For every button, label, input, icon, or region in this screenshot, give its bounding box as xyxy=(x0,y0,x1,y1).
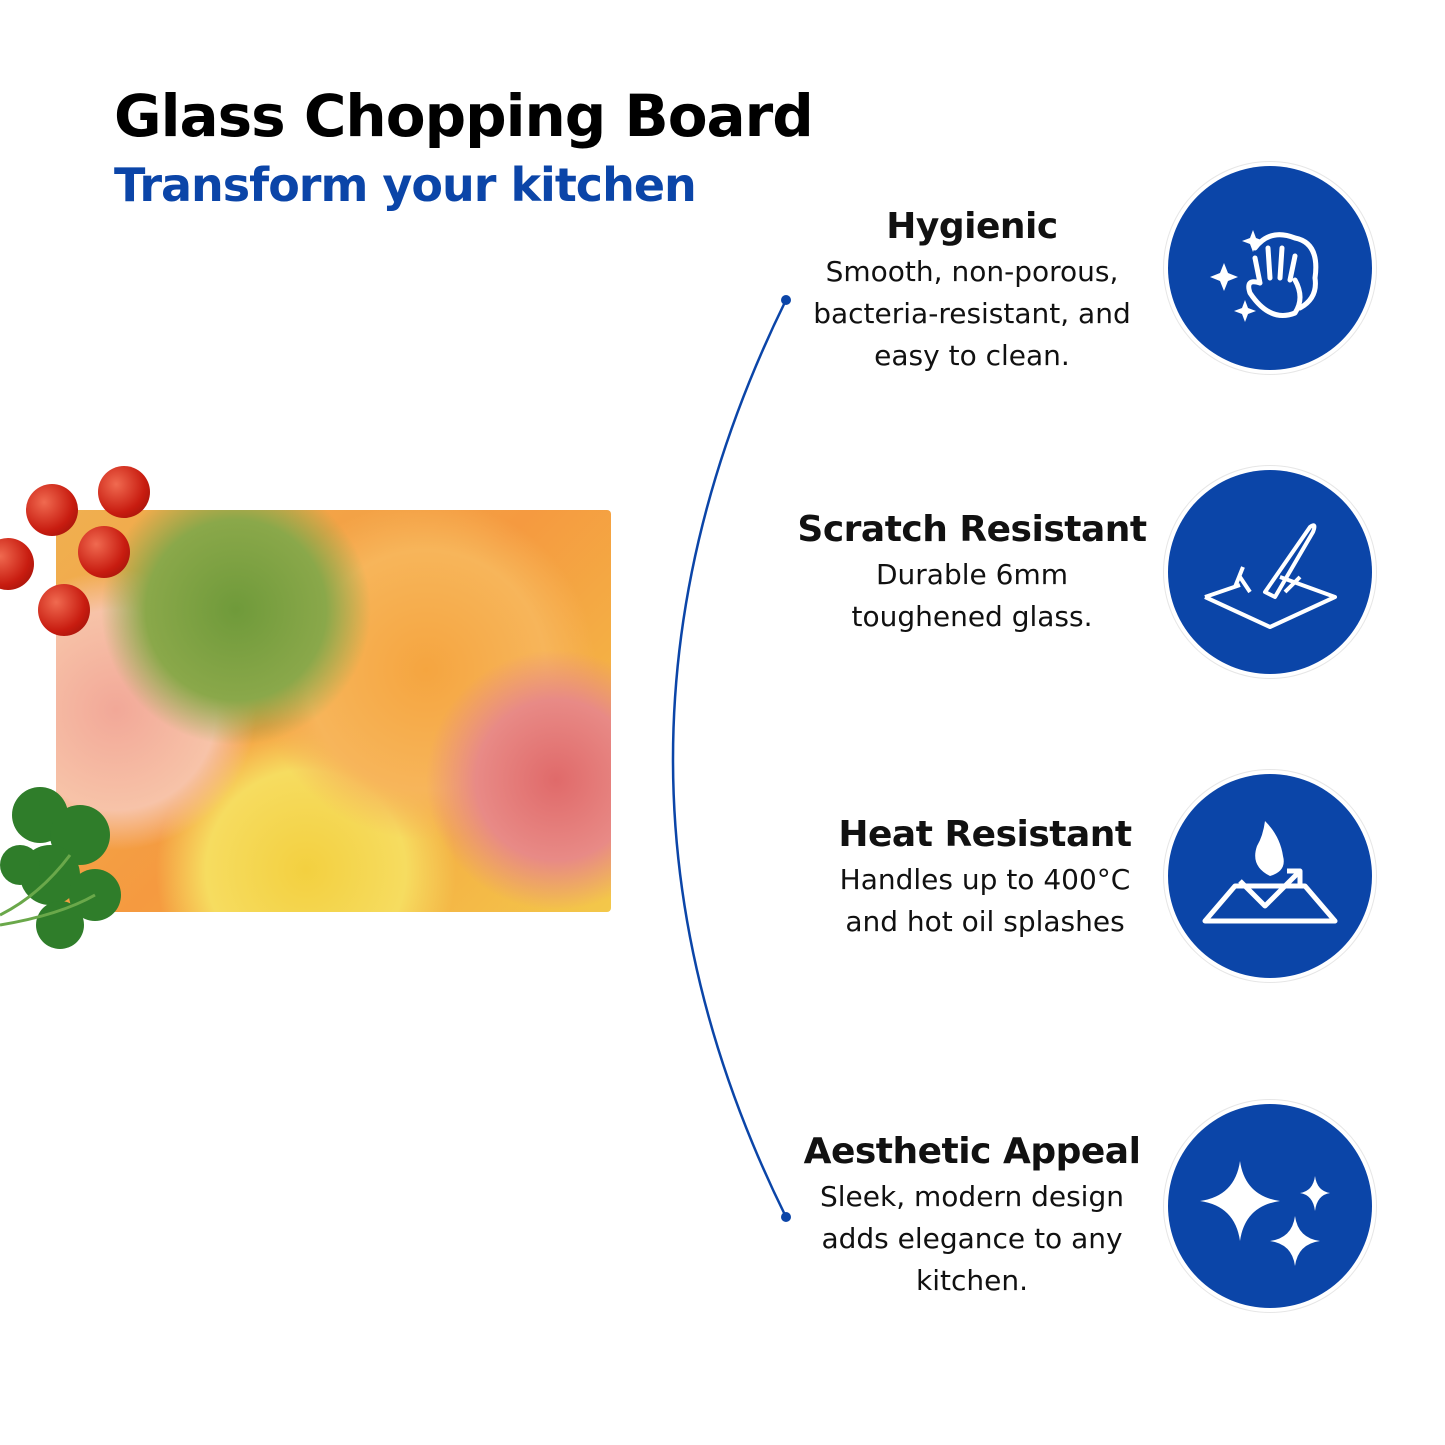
page-title: Glass Chopping Board xyxy=(114,82,814,150)
feature-title: Scratch Resistant xyxy=(797,509,1147,550)
feature-title: Hygienic xyxy=(886,206,1058,247)
feature-title: Heat Resistant xyxy=(838,814,1132,855)
feature-desc-line: kitchen. xyxy=(916,1264,1028,1297)
feature-desc-line: toughened glass. xyxy=(851,600,1093,633)
feature-desc-line: Handles up to 400°C xyxy=(839,863,1131,896)
feature-scratch-resistant: Scratch Resistant Durable 6mm toughened … xyxy=(762,509,1182,638)
feature-heat-resistant: Heat Resistant Handles up to 400°C and h… xyxy=(775,814,1195,943)
sparkles-icon xyxy=(1168,1104,1372,1308)
product-image-glass-board xyxy=(56,510,611,912)
feature-desc-line: adds elegance to any xyxy=(821,1222,1123,1255)
feature-desc-line: Durable 6mm xyxy=(875,558,1069,591)
feature-desc-line: Smooth, non-porous, xyxy=(825,255,1119,288)
feature-desc-line: bacteria-resistant, and xyxy=(813,297,1131,330)
feature-title: Aesthetic Appeal xyxy=(803,1131,1141,1172)
feature-desc-line: easy to clean. xyxy=(874,339,1070,372)
page-subtitle: Transform your kitchen xyxy=(114,158,697,212)
feature-aesthetic-appeal: Aesthetic Appeal Sleek, modern design ad… xyxy=(762,1131,1182,1302)
feature-hygienic: Hygienic Smooth, non-porous, bacteria-re… xyxy=(762,206,1182,377)
hand-wipe-sparkle-icon xyxy=(1168,166,1372,370)
flame-on-surface-icon xyxy=(1168,774,1372,978)
feature-desc-line: and hot oil splashes xyxy=(845,905,1125,938)
knife-on-glass-icon xyxy=(1168,470,1372,674)
parsley-decoration xyxy=(0,787,121,949)
feature-desc-line: Sleek, modern design xyxy=(820,1180,1124,1213)
